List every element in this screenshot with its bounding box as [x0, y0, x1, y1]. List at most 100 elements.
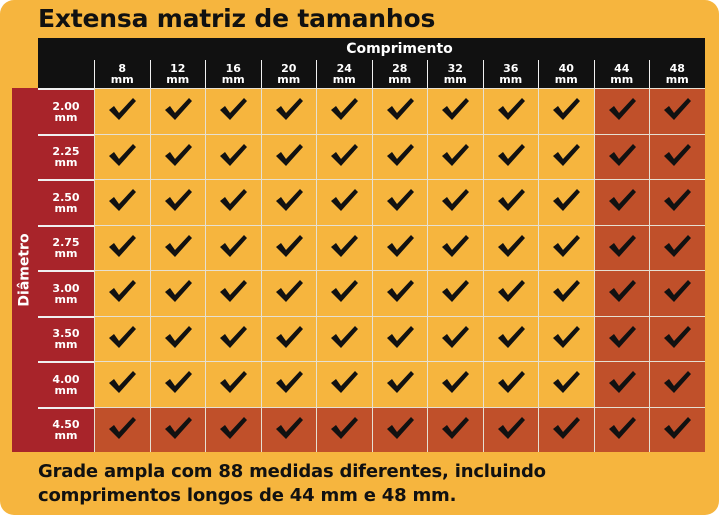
length-header-48: 48 mm [649, 60, 705, 88]
size-cell [205, 361, 261, 407]
diameter-row-header-3.00: 3.00 mm [38, 270, 94, 316]
checkmark-icon [607, 187, 637, 217]
size-cell [427, 133, 483, 179]
checkmark-icon [163, 142, 193, 172]
size-cell [593, 179, 649, 225]
checkmark-icon [662, 233, 692, 263]
length-header: Comprimento [38, 38, 705, 60]
diameter-unit: mm [54, 292, 78, 306]
footer-note: Grade ampla com 88 medidas diferentes, i… [38, 460, 546, 508]
size-cell [482, 224, 538, 270]
diameter-row-header-2.00: 2.00 mm [38, 88, 94, 134]
size-cell [149, 224, 205, 270]
diameter-value: 2.25 [52, 145, 80, 159]
diameter-header-label: Diâmetro [17, 233, 34, 307]
length-header-32: 32 mm [427, 60, 483, 88]
checkmark-icon [107, 415, 137, 445]
size-cell [593, 133, 649, 179]
size-cell [538, 179, 594, 225]
diameter-unit: mm [54, 247, 78, 261]
diameter-unit: mm [54, 338, 78, 352]
checkmark-icon [218, 142, 248, 172]
size-cell [260, 361, 316, 407]
size-cell [316, 133, 372, 179]
length-value: 36 [503, 62, 519, 75]
size-cell [149, 361, 205, 407]
size-cell [538, 224, 594, 270]
size-cell [482, 315, 538, 361]
diameter-row-header-2.75: 2.75 mm [38, 224, 94, 270]
checkmark-icon [385, 142, 415, 172]
length-unit: mm [332, 73, 356, 86]
checkmark-icon [218, 233, 248, 263]
size-cell [94, 315, 150, 361]
checkmark-icon [107, 278, 137, 308]
size-cell [593, 270, 649, 316]
diameter-unit: mm [54, 156, 78, 170]
diameter-row-header-4.50: 4.50 mm [38, 406, 94, 452]
checkmark-icon [496, 415, 526, 445]
size-cell [427, 88, 483, 134]
size-cell [649, 133, 705, 179]
size-cell [260, 406, 316, 452]
size-cell [482, 133, 538, 179]
checkmark-icon [329, 96, 359, 126]
size-cell [427, 270, 483, 316]
size-cell [371, 270, 427, 316]
checkmark-icon [551, 324, 581, 354]
size-cell [371, 224, 427, 270]
size-cell [260, 179, 316, 225]
diameter-row-header-2.50: 2.50 mm [38, 179, 94, 225]
size-cell [427, 315, 483, 361]
checkmark-icon [329, 324, 359, 354]
size-cell [149, 133, 205, 179]
length-header-16: 16 mm [205, 60, 261, 88]
size-cell [371, 133, 427, 179]
length-unit: mm [499, 73, 523, 86]
length-unit: mm [277, 73, 301, 86]
checkmark-icon [385, 96, 415, 126]
checkmark-icon [163, 369, 193, 399]
size-cell [371, 361, 427, 407]
diameter-value: 2.00 [52, 99, 80, 113]
checkmark-icon [662, 369, 692, 399]
size-cell [94, 270, 150, 316]
size-cell [649, 224, 705, 270]
checkmark-icon [163, 415, 193, 445]
length-unit: mm [388, 73, 412, 86]
checkmark-icon [163, 96, 193, 126]
checkmark-icon [107, 233, 137, 263]
diameter-header-wrap: Diâmetro [12, 88, 38, 452]
checkmark-icon [274, 233, 304, 263]
size-cell [649, 179, 705, 225]
checkmark-icon [440, 233, 470, 263]
checkmark-icon [385, 369, 415, 399]
diameter-unit: mm [54, 110, 78, 124]
checkmark-icon [607, 278, 637, 308]
size-cell [94, 224, 150, 270]
header-corner [38, 60, 94, 88]
size-cell [260, 133, 316, 179]
checkmark-icon [274, 96, 304, 126]
checkmark-icon [551, 96, 581, 126]
size-cell [94, 179, 150, 225]
length-value: 8 [118, 62, 127, 75]
size-cell [649, 315, 705, 361]
checkmark-icon [607, 415, 637, 445]
checkmark-icon [107, 369, 137, 399]
size-cell [649, 361, 705, 407]
size-cell [149, 315, 205, 361]
size-cell [94, 133, 150, 179]
diameter-unit: mm [54, 429, 78, 443]
size-cell [94, 406, 150, 452]
checkmark-icon [163, 324, 193, 354]
size-cell [205, 315, 261, 361]
length-header-40: 40 mm [538, 60, 594, 88]
checkmark-icon [107, 187, 137, 217]
size-cell [94, 361, 150, 407]
size-cell [316, 361, 372, 407]
size-cell [205, 270, 261, 316]
checkmark-icon [274, 187, 304, 217]
size-cell [205, 224, 261, 270]
diameter-value: 3.00 [52, 281, 80, 295]
